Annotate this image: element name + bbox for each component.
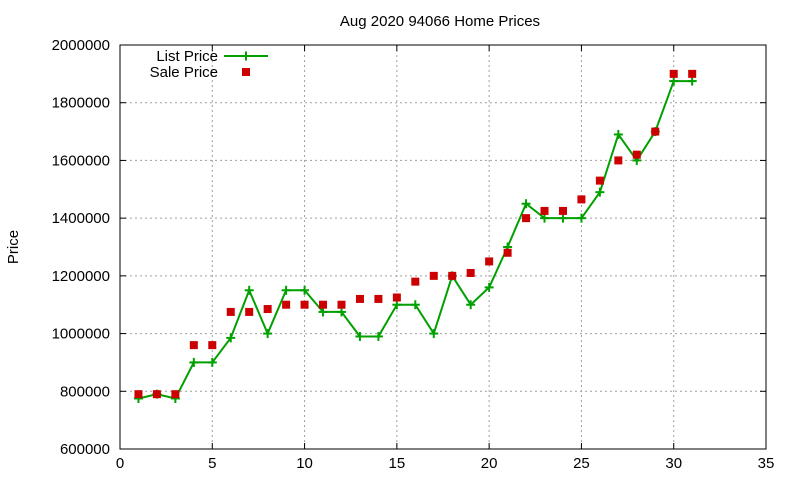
list-price-point [466, 300, 476, 310]
list-price-point [410, 300, 420, 310]
sale-price-point [392, 293, 401, 302]
list-price-point [226, 333, 236, 343]
y-tick-label: 2000000 [52, 37, 110, 54]
sale-price-point [651, 127, 660, 136]
sale-price-point [374, 294, 383, 303]
legend-label-sale-price: Sale Price [150, 64, 218, 81]
y-tick-label: 800000 [60, 383, 110, 400]
y-tick-label: 600000 [60, 441, 110, 458]
x-tick-label: 30 [665, 455, 682, 472]
list-price-point [244, 285, 254, 295]
sale-price-point [134, 390, 143, 399]
sale-price-point [208, 341, 217, 350]
sale-price-point [503, 248, 512, 257]
plot-frame [119, 44, 767, 450]
sale-price-point [429, 271, 438, 280]
list-price-point [373, 331, 383, 341]
x-tick-label: 35 [758, 455, 775, 472]
legend: List Price Sale Price [150, 48, 268, 81]
sale-price-point [300, 300, 309, 309]
y-tick-label: 1400000 [52, 210, 110, 227]
sale-price-point [226, 307, 235, 316]
y-tick-label: 1800000 [52, 95, 110, 112]
list-price-point [429, 329, 439, 339]
list-price-point [189, 357, 199, 367]
sale-price-point [595, 176, 604, 185]
list-price-point [669, 76, 679, 86]
list-price-point [613, 129, 623, 139]
sale-price-point [632, 150, 641, 159]
sale-price-point [558, 206, 567, 215]
y-tick-label: 1600000 [52, 152, 110, 169]
list-price-point [336, 307, 346, 317]
list-price-point [355, 331, 365, 341]
x-tick-label: 20 [481, 455, 498, 472]
list-price-line [138, 80, 693, 400]
sale-price-point [245, 307, 254, 316]
sale-price-point [448, 271, 457, 280]
list-price-point [207, 357, 217, 367]
sale-price-point [669, 69, 678, 78]
y-tick-label: 1200000 [52, 268, 110, 285]
list-price-point [558, 213, 568, 223]
x-tick-label: 0 [116, 455, 124, 472]
list-price-point [521, 199, 531, 209]
sale-price-point [263, 305, 272, 314]
x-tick-label: 25 [573, 455, 590, 472]
sale-price-point [319, 300, 328, 309]
list-price-point [318, 307, 328, 317]
list-price-point [687, 76, 697, 86]
sale-price-point [171, 390, 180, 399]
list-price-point [540, 213, 550, 223]
list-price-point [595, 187, 605, 197]
axis-ticks: 0 5 10 15 20 25 30 35 600000 800000 1000000 1200000… [52, 37, 775, 472]
y-tick-label: 1000000 [52, 326, 110, 343]
list-price-point [392, 300, 402, 310]
sale-price-point [189, 341, 198, 350]
sale-price-point [282, 300, 291, 309]
chart-title: Aug 2020 94066 Home Prices [340, 13, 540, 30]
sale-price-point [577, 195, 586, 204]
legend-label-list-price: List Price [156, 48, 218, 65]
sale-price-point [355, 294, 364, 303]
sale-price-point [337, 300, 346, 309]
list-price-point [281, 285, 291, 295]
sale-price-point [411, 277, 420, 286]
sale-price-point [466, 268, 475, 277]
x-tick-label: 5 [208, 455, 216, 472]
list-price-point [484, 282, 494, 292]
x-tick-label: 15 [389, 455, 406, 472]
legend-sample-sale-price [242, 68, 250, 76]
grid [120, 45, 766, 449]
sale-price-point [614, 156, 623, 165]
list-price-point [576, 213, 586, 223]
y-axis-label: Price [5, 230, 22, 264]
sale-price-point [688, 69, 697, 78]
x-tick-label: 10 [296, 455, 313, 472]
list-price-point [300, 285, 310, 295]
sale-price-point [522, 214, 531, 223]
sale-price-point [152, 390, 161, 399]
sale-price-point [485, 257, 494, 266]
series-layer [133, 69, 697, 403]
list-price-point [263, 329, 273, 339]
sale-price-point [540, 206, 549, 215]
